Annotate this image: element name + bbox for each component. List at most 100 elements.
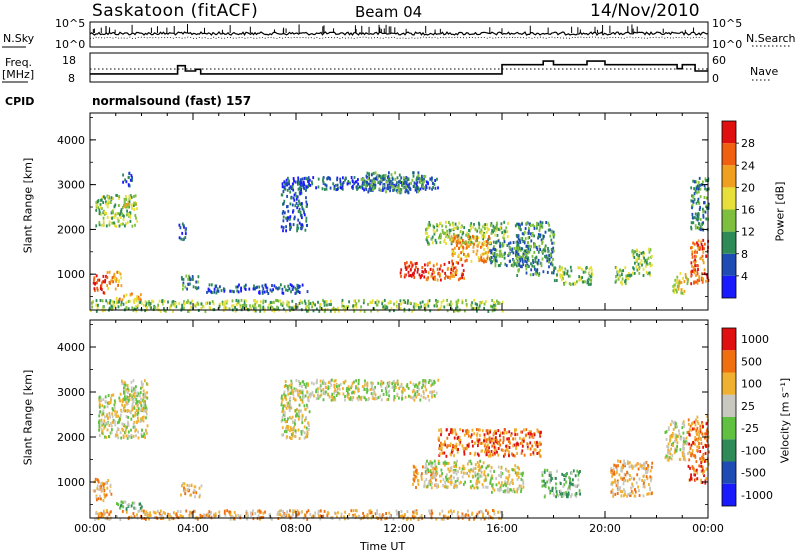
power-data-cell [376, 303, 379, 307]
velocity-data-cell [137, 436, 140, 440]
power-data-cell [424, 268, 426, 272]
power-data-cell [424, 186, 427, 190]
power-data-cell [537, 233, 540, 237]
velocity-data-cell [696, 420, 699, 424]
power-data-cell [530, 244, 532, 248]
velocity-data-cell [325, 390, 327, 394]
power-data-cell [403, 299, 406, 303]
power-data-cell [245, 299, 247, 303]
power-data-cell [424, 175, 427, 178]
velocity-data-cell [454, 431, 457, 435]
velocity-data-cell [485, 466, 488, 470]
power-data-cell [181, 222, 184, 226]
velocity-data-cell [409, 395, 411, 399]
power-data-cell [535, 272, 538, 276]
velocity-data-cell [649, 486, 651, 490]
power-data-cell [469, 243, 472, 246]
power-data-cell [187, 299, 189, 303]
power-data-cell [474, 302, 477, 306]
power-data-cell [696, 278, 699, 282]
power-data-cell [697, 222, 700, 225]
velocity-data-cell [102, 484, 105, 488]
velocity-data-cell [472, 444, 474, 448]
power-data-cell [402, 186, 405, 190]
power-data-cell [107, 287, 109, 290]
velocity-data-cell [681, 426, 684, 430]
power-data-cell [692, 221, 695, 225]
velocity-data-cell [569, 478, 571, 482]
power-data-cell [618, 276, 621, 280]
velocity-data-cell [691, 422, 693, 426]
power-data-cell [353, 303, 356, 307]
power-data-cell [552, 271, 555, 275]
velocity-data-cell [701, 455, 703, 459]
velocity-data-cell [692, 421, 695, 425]
power-data-cell [282, 229, 284, 233]
velocity-data-cell [104, 400, 107, 404]
velocity-data-cell [695, 448, 698, 452]
power-data-cell [703, 184, 706, 188]
velocity-data-cell [446, 473, 448, 477]
velocity-data-cell [706, 459, 708, 463]
power-data-cell [305, 219, 308, 223]
velocity-data-cell [682, 447, 684, 450]
power-data-cell [292, 210, 294, 214]
velocity-data-cell [133, 389, 135, 393]
power-data-cell [135, 309, 138, 313]
velocity-data-cell [574, 493, 577, 497]
power-data-cell [191, 277, 193, 281]
velocity-data-cell [317, 387, 319, 391]
power-data-cell [693, 192, 696, 196]
power-data-cell [672, 289, 675, 293]
velocity-data-cell [518, 467, 520, 471]
power-data-cell [456, 225, 459, 229]
velocity-data-cell [119, 506, 121, 510]
velocity-data-cell [95, 496, 98, 500]
power-data-cell [114, 214, 116, 218]
velocity-data-cell [522, 471, 524, 475]
power-data-cell [418, 176, 421, 180]
velocity-data-cell [385, 390, 388, 394]
power-data-cell [356, 185, 359, 189]
velocity-data-cell [93, 489, 96, 493]
power-data-cell [269, 300, 272, 304]
power-data-cell [307, 302, 310, 306]
velocity-data-cell [146, 512, 149, 516]
velocity-data-cell [638, 494, 641, 497]
power-data-cell [425, 186, 428, 190]
power-data-cell [371, 185, 374, 189]
velocity-data-cell [541, 471, 544, 475]
velocity-data-cell [500, 475, 502, 479]
power-data-cell [468, 229, 470, 232]
power-data-cell [133, 195, 135, 198]
velocity-data-cell [549, 491, 552, 495]
power-data-cell [133, 207, 136, 211]
velocity-data-cell [521, 438, 524, 442]
velocity-data-cell [669, 437, 672, 441]
velocity-data-cell [679, 437, 682, 441]
power-data-cell [382, 186, 384, 190]
velocity-data-cell [493, 443, 496, 447]
velocity-data-cell [120, 410, 123, 413]
power-data-cell [480, 253, 483, 257]
velocity-data-cell [114, 409, 116, 413]
velocity-data-cell [142, 396, 145, 400]
power-data-cell [374, 183, 377, 187]
power-data-cell [524, 264, 527, 268]
power-data-cell [703, 201, 705, 205]
velocity-data-cell [121, 399, 124, 402]
power-data-cell [702, 221, 704, 225]
velocity-data-cell [707, 462, 710, 466]
velocity-data-cell [425, 464, 428, 468]
power-data-cell [134, 307, 137, 311]
power-data-cell [632, 252, 635, 256]
power-data-cell [485, 240, 488, 243]
power-data-cell [423, 179, 426, 183]
power-data-cell [500, 222, 503, 226]
power-data-cell [539, 223, 542, 227]
velocity-data-cell [444, 515, 447, 519]
velocity-data-cell [388, 394, 390, 398]
power-data-cell [439, 236, 442, 240]
power-data-cell [696, 226, 699, 230]
velocity-data-cell [521, 441, 523, 445]
